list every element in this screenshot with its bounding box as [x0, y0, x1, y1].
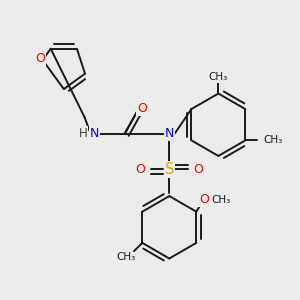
Text: O: O	[137, 103, 147, 116]
Text: CH₃: CH₃	[209, 72, 228, 82]
Text: N: N	[90, 127, 99, 140]
Text: O: O	[35, 52, 45, 65]
Text: O: O	[135, 163, 145, 176]
Text: O: O	[194, 163, 203, 176]
Text: CH₃: CH₃	[263, 135, 283, 145]
Text: N: N	[165, 127, 174, 140]
Text: CH₃: CH₃	[116, 252, 136, 262]
Text: H: H	[79, 127, 88, 140]
Text: S: S	[165, 162, 174, 177]
Text: CH₃: CH₃	[211, 195, 230, 205]
Text: O: O	[199, 193, 209, 206]
